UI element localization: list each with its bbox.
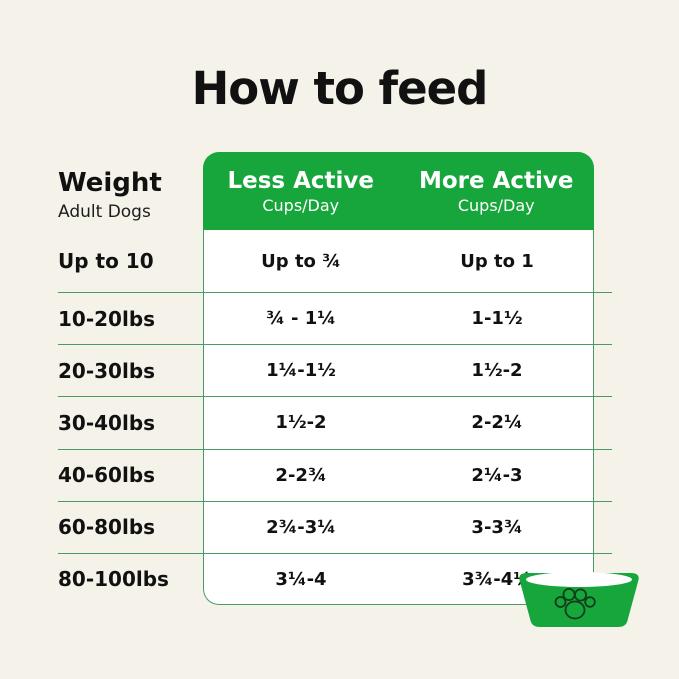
weight-cell: Up to 10 — [58, 249, 154, 273]
more-active-cell: 3-3¾ — [471, 516, 523, 538]
more-active-cell: 2¼-3 — [471, 464, 523, 486]
less-active-cell: 2-2¾ — [275, 464, 327, 486]
weight-cell: 80-100lbs — [58, 567, 169, 592]
more-active-cell: 1-1½ — [471, 308, 523, 330]
less-active-cell: Up to ¾ — [261, 250, 341, 272]
less-active-cell: 2¾-3¼ — [266, 516, 336, 538]
weight-header-subtitle: Adult Dogs — [58, 202, 151, 222]
more-active-cell: 1½-2 — [471, 360, 523, 382]
table-row: Up to 10 Up to ¾ Up to 1 — [58, 230, 612, 293]
less-active-cell: 1½-2 — [275, 412, 327, 434]
less-active-sublabel: Cups/Day — [262, 195, 340, 215]
weight-column-header: Weight Adult Dogs — [58, 168, 162, 222]
weight-cell: 20-30lbs — [58, 358, 156, 383]
more-active-sublabel: Cups/Day — [457, 195, 535, 215]
less-active-cell: 3¼-4 — [275, 568, 327, 590]
activity-columns-header: Less Active Cups/Day More Active Cups/Da… — [203, 152, 594, 230]
more-active-cell: Up to 1 — [460, 250, 534, 272]
more-active-cell: 3¾-4½ — [462, 568, 532, 590]
weight-cell: 30-40lbs — [58, 410, 156, 435]
table-row: 60-80lbs 2¾-3¼ 3-3¾ — [58, 502, 612, 554]
weight-cell: 60-80lbs — [58, 515, 156, 540]
weight-cell: 10-20lbs — [58, 306, 156, 331]
column-header-less-active: Less Active Cups/Day — [203, 152, 399, 230]
table-row: 40-60lbs 2-2¾ 2¼-3 — [58, 450, 612, 502]
less-active-cell: 1¼-1½ — [266, 360, 336, 382]
weight-header-title: Weight — [58, 168, 162, 198]
more-active-label: More Active — [418, 167, 574, 194]
more-active-cell: 2-2¼ — [471, 412, 523, 434]
less-active-label: Less Active — [227, 167, 375, 194]
weight-cell: 40-60lbs — [58, 463, 156, 488]
less-active-cell: ¾ - 1¼ — [266, 308, 336, 330]
dog-bowl-icon — [514, 570, 644, 632]
table-row: 80-100lbs 3¼-4 3¾-4½ — [58, 554, 612, 605]
column-header-more-active: More Active Cups/Day — [399, 152, 595, 230]
table-row: 20-30lbs 1¼-1½ 1½-2 — [58, 345, 612, 398]
table-row: 30-40lbs 1½-2 2-2¼ — [58, 397, 612, 450]
paw-print-icon — [554, 587, 596, 620]
page-title: How to feed — [191, 62, 489, 115]
table-row: 10-20lbs ¾ - 1¼ 1-1½ — [58, 293, 612, 346]
feeding-table-rows: Up to 10 Up to ¾ Up to 1 10-20lbs ¾ - 1¼… — [58, 230, 612, 605]
